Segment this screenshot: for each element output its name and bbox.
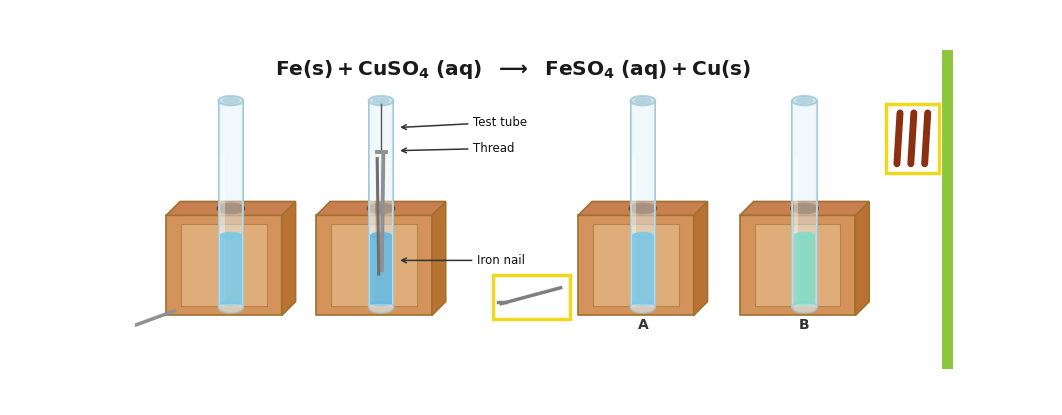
Bar xyxy=(494,275,570,319)
Ellipse shape xyxy=(219,302,243,313)
Bar xyxy=(369,100,393,308)
Bar xyxy=(578,215,693,315)
Ellipse shape xyxy=(220,301,242,306)
Bar xyxy=(793,156,799,301)
Bar xyxy=(219,100,243,308)
Bar xyxy=(331,225,417,306)
Bar xyxy=(632,156,636,301)
Ellipse shape xyxy=(217,203,244,214)
Ellipse shape xyxy=(632,232,653,238)
Bar xyxy=(220,235,242,304)
Bar xyxy=(371,156,375,301)
Bar xyxy=(886,104,939,173)
Ellipse shape xyxy=(791,203,819,214)
Bar xyxy=(792,100,817,308)
Ellipse shape xyxy=(634,97,652,104)
Ellipse shape xyxy=(367,203,395,214)
Polygon shape xyxy=(432,202,446,315)
Text: Iron nail: Iron nail xyxy=(401,254,526,267)
Ellipse shape xyxy=(632,301,653,306)
Ellipse shape xyxy=(793,301,816,306)
Ellipse shape xyxy=(792,96,817,105)
Bar xyxy=(793,235,816,304)
Bar xyxy=(220,156,224,301)
Ellipse shape xyxy=(631,302,655,313)
Ellipse shape xyxy=(220,232,242,238)
Polygon shape xyxy=(740,202,869,215)
Ellipse shape xyxy=(219,96,243,105)
Ellipse shape xyxy=(372,97,390,104)
Ellipse shape xyxy=(369,96,393,105)
Ellipse shape xyxy=(629,203,656,214)
Bar xyxy=(316,215,432,315)
Ellipse shape xyxy=(631,96,655,105)
Bar xyxy=(740,215,855,315)
Ellipse shape xyxy=(371,301,392,306)
Text: B: B xyxy=(800,318,810,332)
Ellipse shape xyxy=(369,302,393,313)
Ellipse shape xyxy=(371,232,392,238)
Bar xyxy=(182,225,267,306)
Ellipse shape xyxy=(222,97,240,104)
Ellipse shape xyxy=(793,232,816,238)
Polygon shape xyxy=(578,202,707,215)
Text: Thread: Thread xyxy=(401,142,515,155)
Bar xyxy=(594,225,679,306)
Bar xyxy=(755,225,840,306)
Polygon shape xyxy=(693,202,707,315)
Polygon shape xyxy=(281,202,295,315)
Text: $\mathbf{Fe(s) + CuSO_4\ (aq)\ \ \longrightarrow\ \ FeSO_4\ (aq) + Cu(s)}$: $\mathbf{Fe(s) + CuSO_4\ (aq)\ \ \longri… xyxy=(274,58,751,81)
Text: A: A xyxy=(637,318,648,332)
Bar xyxy=(371,235,392,304)
Bar xyxy=(942,50,954,369)
Polygon shape xyxy=(316,202,446,215)
Bar xyxy=(632,235,653,304)
Bar xyxy=(167,215,281,315)
Text: Test tube: Test tube xyxy=(401,116,528,129)
Ellipse shape xyxy=(792,302,817,313)
Polygon shape xyxy=(167,202,295,215)
Polygon shape xyxy=(855,202,869,315)
Ellipse shape xyxy=(795,97,813,104)
Bar xyxy=(631,100,655,308)
